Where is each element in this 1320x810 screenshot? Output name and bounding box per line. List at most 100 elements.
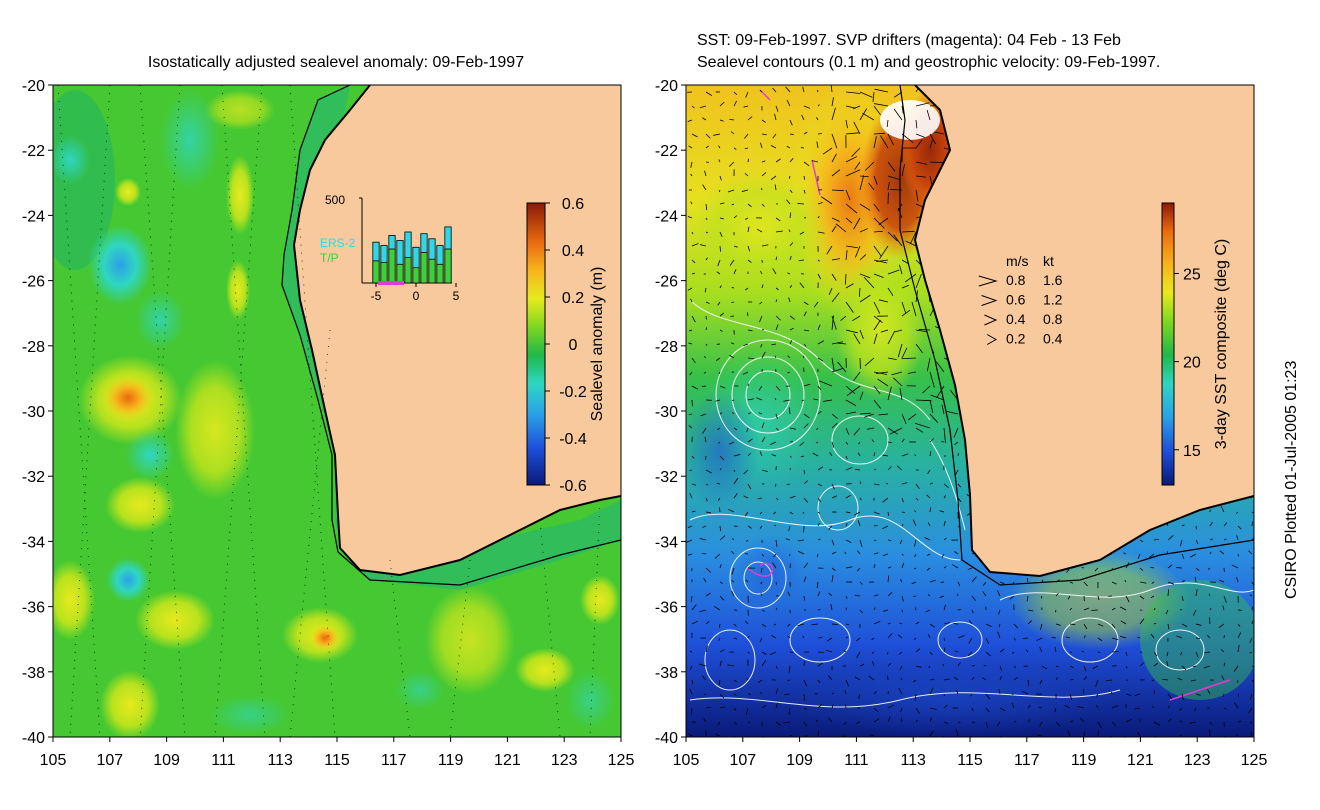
velocity-vector	[803, 161, 810, 167]
velocity-vector	[1195, 589, 1198, 597]
velocity-vector	[747, 483, 752, 490]
lat-tick-label: -26	[22, 274, 45, 291]
velocity-vector	[788, 525, 791, 532]
velocity-vector	[760, 270, 763, 275]
velocity-vector	[732, 538, 735, 541]
velocity-vector	[786, 483, 791, 486]
velocity-vector	[743, 343, 749, 347]
velocity-vector	[982, 581, 987, 586]
velocity-vector	[831, 315, 837, 330]
velocity-vector	[688, 733, 693, 737]
velocity-vector	[772, 133, 777, 139]
velocity-vector	[843, 650, 847, 653]
velocity-vector	[943, 537, 947, 541]
velocity-vector	[759, 301, 763, 305]
velocity-vector	[770, 175, 777, 181]
velocity-vector	[787, 623, 791, 627]
velocity-vector	[771, 635, 777, 639]
velocity-vector	[1220, 505, 1225, 513]
velocity-vector	[1011, 693, 1015, 695]
velocity-vector	[859, 412, 871, 415]
velocity-vector	[934, 131, 945, 135]
velocity-vector	[943, 566, 947, 569]
velocity-vector	[744, 147, 749, 150]
velocity-vector	[873, 607, 876, 611]
velocity-vector	[816, 141, 819, 149]
velocity-vector	[775, 427, 779, 431]
velocity-vector	[733, 245, 738, 248]
velocity-vector	[705, 231, 709, 234]
velocity-vector	[761, 244, 769, 247]
velocity-vector	[887, 539, 892, 542]
velocity-vector	[1092, 665, 1099, 669]
velocity-vector	[858, 441, 861, 445]
velocity-vector	[1125, 595, 1130, 603]
velocity-vector	[893, 377, 903, 387]
velocity-vector	[915, 607, 917, 611]
right-lon-axis: 105 107 109 111 113 115 117 119 121 123 125	[673, 737, 1267, 769]
velocity-vector	[1249, 637, 1253, 643]
inset-bar-tp	[380, 262, 388, 284]
velocity-vector	[1082, 689, 1085, 695]
velocity-vector	[873, 707, 879, 713]
lat-tick-label: -24	[655, 208, 678, 225]
inset-x-tick-label: 5	[453, 289, 460, 303]
sst-colorbar: 25 20 15 3-day SST composite (deg C)	[1161, 202, 1230, 486]
velocity-vector	[914, 637, 917, 640]
velocity-vector	[826, 637, 833, 642]
velocity-vector	[1124, 579, 1127, 583]
lat-tick-label: -36	[22, 600, 45, 617]
velocity-vector	[1149, 553, 1155, 558]
velocity-vector	[1051, 637, 1057, 639]
velocity-vector	[1027, 704, 1031, 709]
velocity-vector	[789, 158, 794, 163]
velocity-vector	[789, 467, 791, 471]
velocity-vector	[837, 361, 847, 373]
velocity-vector	[928, 665, 931, 668]
velocity-vector	[731, 203, 735, 206]
velocity-vector	[704, 436, 707, 443]
velocity-vector	[803, 329, 810, 332]
left-lon-axis: 105 107 109 111 113 115 117 119 121 123 125	[40, 737, 634, 769]
velocity-vector	[1095, 693, 1099, 697]
velocity-vector	[942, 663, 945, 667]
velocity-vector	[957, 497, 962, 503]
velocity-vector	[774, 355, 777, 359]
velocity-vector	[1194, 707, 1197, 712]
velocity-vector	[845, 623, 850, 626]
velocity-vector	[915, 648, 921, 653]
velocity-vector	[929, 579, 936, 583]
velocity-vector	[926, 553, 931, 556]
velocity-vector	[831, 133, 838, 149]
velocity-vector	[1223, 522, 1228, 527]
velocity-vector	[747, 245, 751, 252]
velocity-vector	[1181, 553, 1185, 559]
velocity-legend: m/s kt 0.8 1.6 0.6 1.2 0.4 0.8 0.2 0.4	[978, 253, 1063, 347]
velocity-vector	[970, 693, 973, 697]
velocity-vector	[789, 284, 793, 289]
velocity-vector	[845, 679, 849, 687]
velocity-vector	[873, 273, 884, 279]
lat-tick-label: -24	[22, 208, 45, 225]
velocity-vector	[1209, 607, 1212, 611]
velocity-vector	[1231, 564, 1239, 569]
right-map-title-line1: SST: 09-Feb-1997. SVP drifters (magenta)…	[697, 32, 1121, 49]
velocity-vector	[775, 230, 783, 233]
velocity-vector	[705, 567, 712, 573]
lon-tick-label: 119	[1071, 752, 1097, 769]
velocity-vector	[1195, 539, 1199, 545]
velocity-vector	[731, 287, 735, 289]
velocity-vector	[718, 145, 721, 149]
velocity-vector	[889, 427, 903, 435]
velocity-vector	[1247, 707, 1253, 714]
velocity-vector	[727, 508, 735, 513]
lat-tick-label: -26	[655, 274, 678, 291]
velocity-vector	[705, 483, 709, 486]
velocity-vector	[774, 483, 777, 487]
velocity-vector	[985, 637, 990, 644]
velocity-vector	[761, 133, 767, 136]
lat-tick-label: -20	[655, 78, 678, 95]
velocity-vector	[745, 217, 749, 220]
velocity-vector	[1181, 595, 1184, 601]
velocity-vector	[858, 693, 861, 699]
